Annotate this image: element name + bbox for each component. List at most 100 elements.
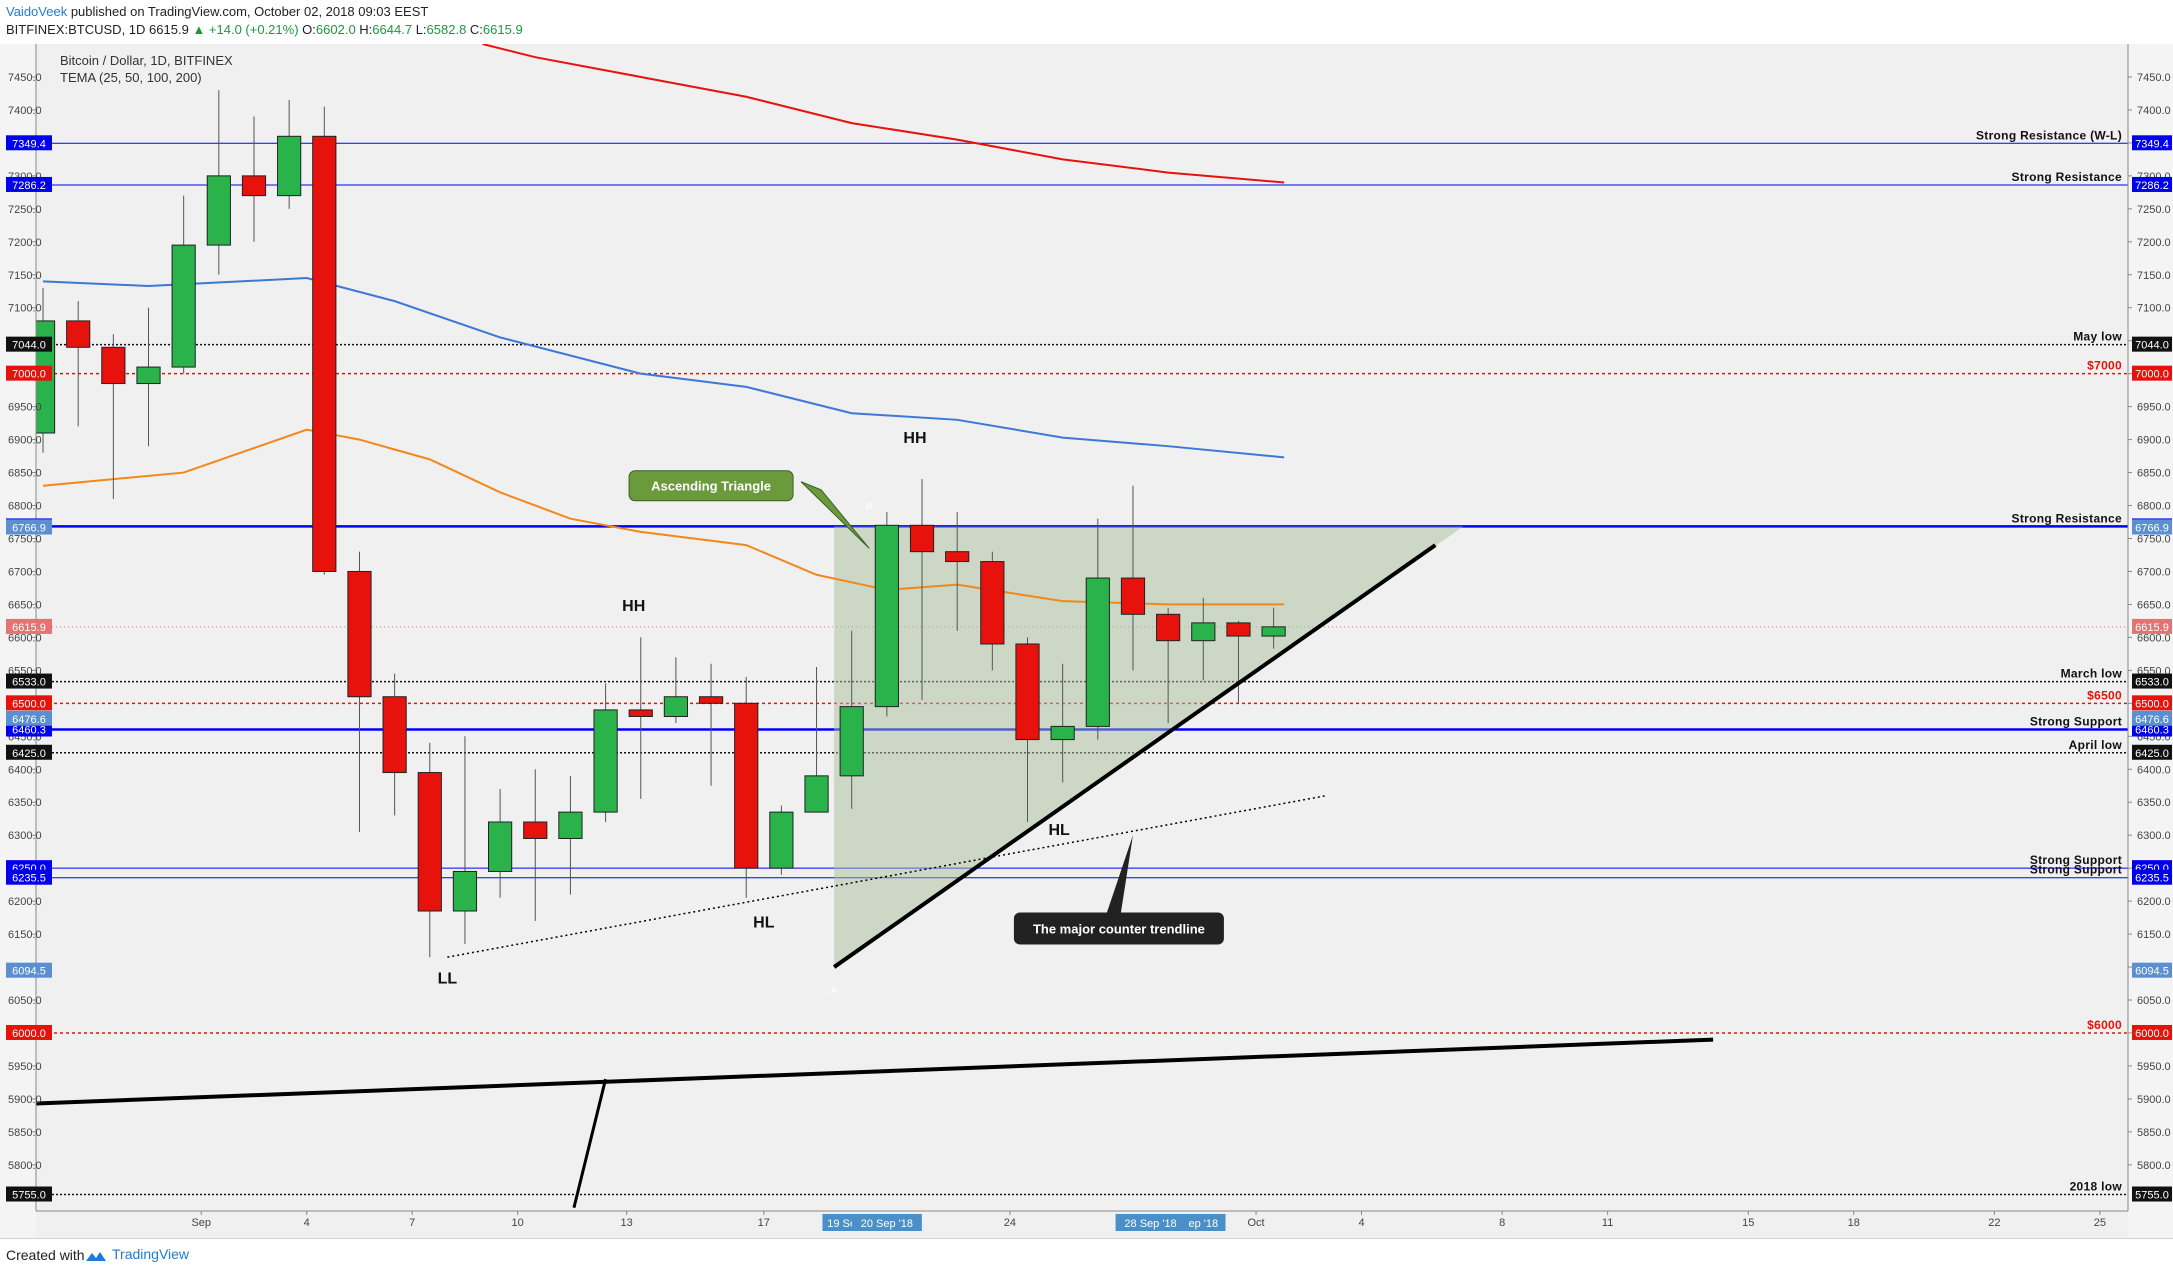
tema-layer (42, 44, 1285, 606)
candle-body[interactable] (488, 821, 513, 872)
candle-body[interactable] (1226, 622, 1251, 637)
candle-body[interactable] (452, 870, 478, 912)
candle-body[interactable] (347, 570, 372, 698)
candle-body[interactable] (874, 524, 899, 708)
left-tick-label: 5900.0 (8, 1094, 42, 1106)
time-highlight-box (851, 1214, 922, 1231)
left-tick-label: 6150.0 (8, 929, 42, 941)
right-price-tag (2132, 710, 2172, 726)
author-link[interactable]: VaidoVeek (6, 4, 68, 19)
candle-body[interactable] (417, 772, 442, 912)
open-label: O: (302, 22, 316, 37)
candle-body[interactable] (1261, 626, 1286, 637)
candle-body[interactable] (66, 320, 91, 348)
candle-body[interactable] (1120, 577, 1146, 615)
candle-body[interactable] (593, 709, 618, 813)
right-price-tag (2132, 1024, 2172, 1040)
right-price-tag-label: 7349.4 (2135, 138, 2169, 150)
annotations-layer: HH HH LL HL HL A B Ascending Triangle The major … (438, 430, 1224, 996)
candle-body[interactable] (698, 696, 724, 704)
left-tick-label: 7400.0 (8, 105, 42, 117)
candle-body[interactable] (382, 696, 407, 774)
candle-body[interactable] (1085, 577, 1110, 727)
left-price-tag-label: 6476.6 (12, 714, 46, 726)
time-tick-label: 13 (621, 1217, 633, 1229)
time-tick-label: 25 (2094, 1217, 2106, 1229)
tema-line-200 (482, 44, 1285, 184)
candle-body[interactable] (628, 709, 653, 718)
right-price-tag-label: 6235.5 (2135, 873, 2169, 885)
candle-body[interactable] (1156, 613, 1181, 642)
right-tick-label: 5950.0 (2137, 1061, 2171, 1073)
candle-body[interactable] (241, 175, 267, 197)
candle-body[interactable] (945, 551, 970, 563)
right-tick-label: 6750.0 (2137, 533, 2171, 545)
level-label: Strong Support (2030, 863, 2122, 877)
candle-body[interactable] (980, 561, 1005, 645)
right-price-tag-label: 6425.0 (2135, 748, 2169, 760)
candles-layer[interactable] (30, 90, 1286, 958)
point-label: B (866, 501, 873, 512)
left-price-tag (6, 744, 52, 760)
candle-body[interactable] (909, 524, 935, 553)
right-tick-label: 6950.0 (2137, 402, 2171, 414)
swing-label: HL (753, 914, 775, 931)
candle-body[interactable] (136, 366, 161, 385)
time-tick-label: 15 (1742, 1217, 1754, 1229)
candle-body[interactable] (312, 135, 337, 572)
candle-body[interactable] (804, 775, 829, 813)
tradingview-brand-link[interactable]: TradingView (112, 1246, 190, 1262)
candle-body[interactable] (734, 702, 759, 869)
left-tick-label: 5850.0 (8, 1127, 42, 1139)
candle-body[interactable] (1191, 622, 1216, 642)
price-chart[interactable]: Strong Resistance (W-L) Strong Resistance… (0, 44, 2173, 1238)
right-price-tag-label: 6500.0 (2135, 698, 2169, 710)
candle-body[interactable] (558, 811, 583, 839)
created-with-label: Created with (6, 1247, 85, 1263)
left-tick-label: 6050.0 (8, 995, 42, 1007)
level-label: 2018 low (2070, 1180, 2123, 1194)
candle-body[interactable] (277, 135, 302, 197)
left-price-tag-label: 7044.0 (12, 340, 46, 352)
candle-body[interactable] (171, 244, 196, 368)
left-tick-label: 6200.0 (8, 896, 42, 908)
left-price-tag (6, 695, 52, 711)
swing-label: HH (622, 598, 645, 615)
left-price-tag (6, 673, 52, 689)
time-tick-label: 24 (1004, 1217, 1016, 1229)
left-price-tag-label: 6766.9 (12, 522, 46, 534)
left-price-tag (6, 618, 52, 634)
right-tick-label: 6200.0 (2137, 896, 2171, 908)
right-price-tag (2132, 336, 2172, 352)
right-tick-label: 7100.0 (2137, 303, 2171, 315)
candle-body[interactable] (523, 821, 548, 839)
ohlc-line: BITFINEX:BTCUSD, 1D 6615.9 ▲ +14.0 (+0.2… (6, 22, 523, 37)
level-label: March low (2061, 667, 2123, 681)
time-highlight-box (1181, 1214, 1226, 1231)
candle-body[interactable] (839, 706, 864, 777)
left-tick-label: 7250.0 (8, 204, 42, 216)
right-price-tag-label: 6000.0 (2135, 1028, 2169, 1040)
left-tick-label: 6350.0 (8, 797, 42, 809)
right-price-tag-label: 6766.9 (2135, 522, 2169, 534)
left-price-tag-label: 6425.0 (12, 748, 46, 760)
tradingview-logo-icon[interactable] (86, 1251, 106, 1263)
chart-header: VaidoVeek published on TradingView.com, … (0, 0, 2173, 45)
time-tick-label: 17 (758, 1217, 770, 1229)
left-tick-label: 5950.0 (8, 1061, 42, 1073)
right-tick-label: 5850.0 (2137, 1127, 2171, 1139)
right-price-tag (2132, 695, 2172, 711)
left-tick-label: 6700.0 (8, 566, 42, 578)
right-price-tag (2132, 365, 2172, 381)
candle-body[interactable] (769, 811, 794, 869)
left-price-tag (6, 1186, 52, 1202)
swing-label: HH (903, 430, 926, 447)
swing-label: HL (1048, 822, 1070, 839)
candle-body[interactable] (1050, 725, 1075, 741)
axes-layer[interactable]: 5800.0 5800.0 5850.0 5850.0 5900.0 5900.0 5950… (0, 44, 2173, 1238)
candle-body[interactable] (663, 696, 689, 718)
right-price-tag-label: 5755.0 (2135, 1190, 2169, 1202)
candle-body[interactable] (101, 346, 126, 385)
candle-body[interactable] (206, 175, 231, 246)
candle-body[interactable] (1015, 643, 1040, 741)
